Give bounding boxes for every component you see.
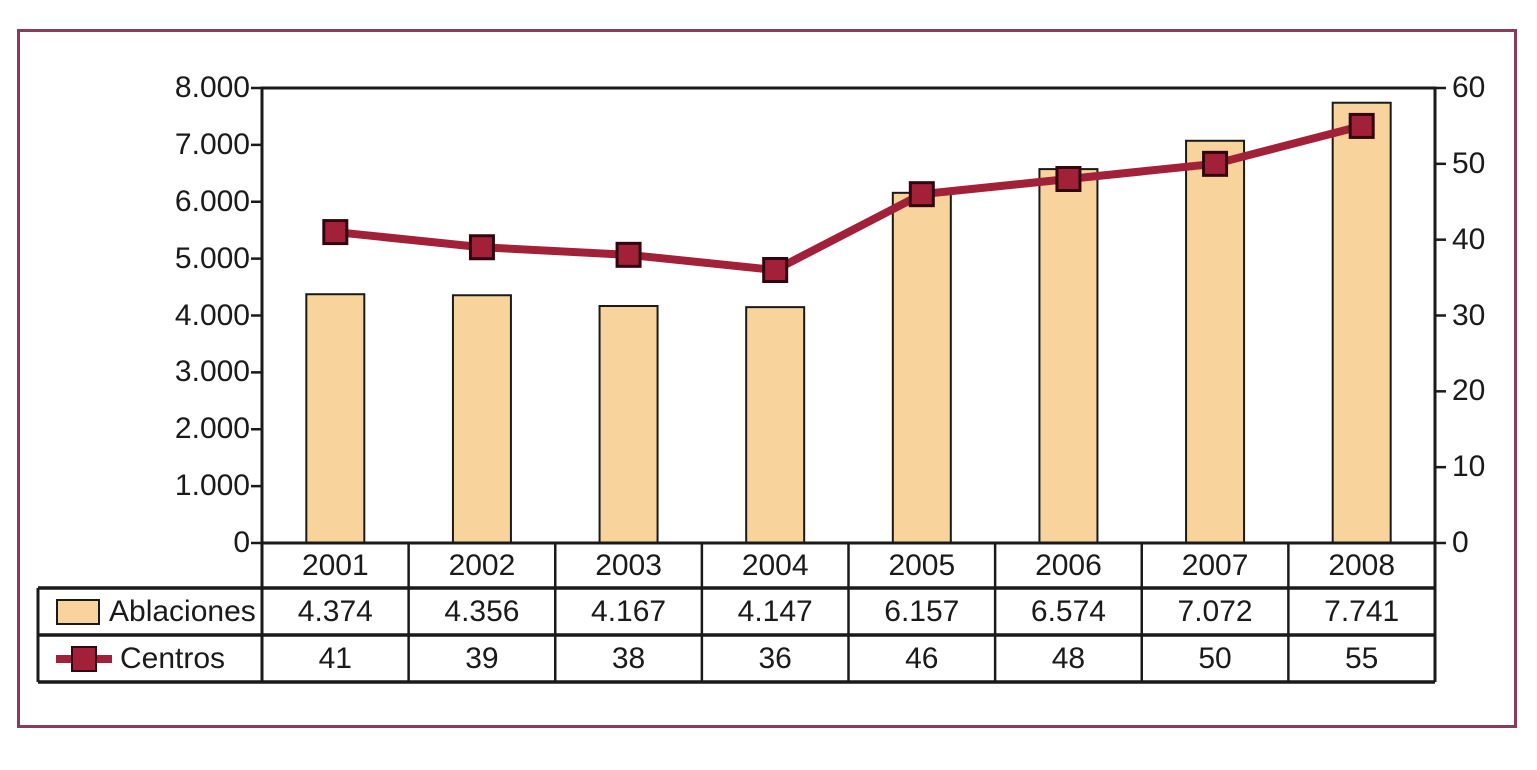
- legend-item-centros: Centros: [38, 635, 262, 682]
- line-marker: [468, 234, 495, 261]
- bar: [1185, 139, 1246, 544]
- line-marker: [908, 181, 935, 208]
- line-marker: [762, 257, 789, 283]
- bar: [745, 306, 806, 544]
- line-series: [334, 122, 1363, 275]
- bar: [891, 191, 952, 544]
- line-marker: [322, 219, 349, 246]
- bar: [598, 305, 659, 544]
- line-marker: [615, 241, 642, 268]
- bar: [451, 294, 512, 544]
- bar: [1331, 101, 1392, 544]
- legend-label-ablaciones: Ablaciones: [109, 594, 256, 628]
- legend-item-ablaciones: Ablaciones: [38, 588, 262, 635]
- line-marker-swatch-icon: [56, 643, 112, 675]
- line-marker: [1055, 166, 1082, 192]
- line-marker: [1348, 112, 1375, 139]
- bar: [1038, 168, 1099, 544]
- bar-swatch-icon: [56, 598, 100, 625]
- bar: [305, 293, 366, 545]
- line-marker: [1202, 150, 1229, 177]
- legend-label-centros: Centros: [120, 641, 226, 675]
